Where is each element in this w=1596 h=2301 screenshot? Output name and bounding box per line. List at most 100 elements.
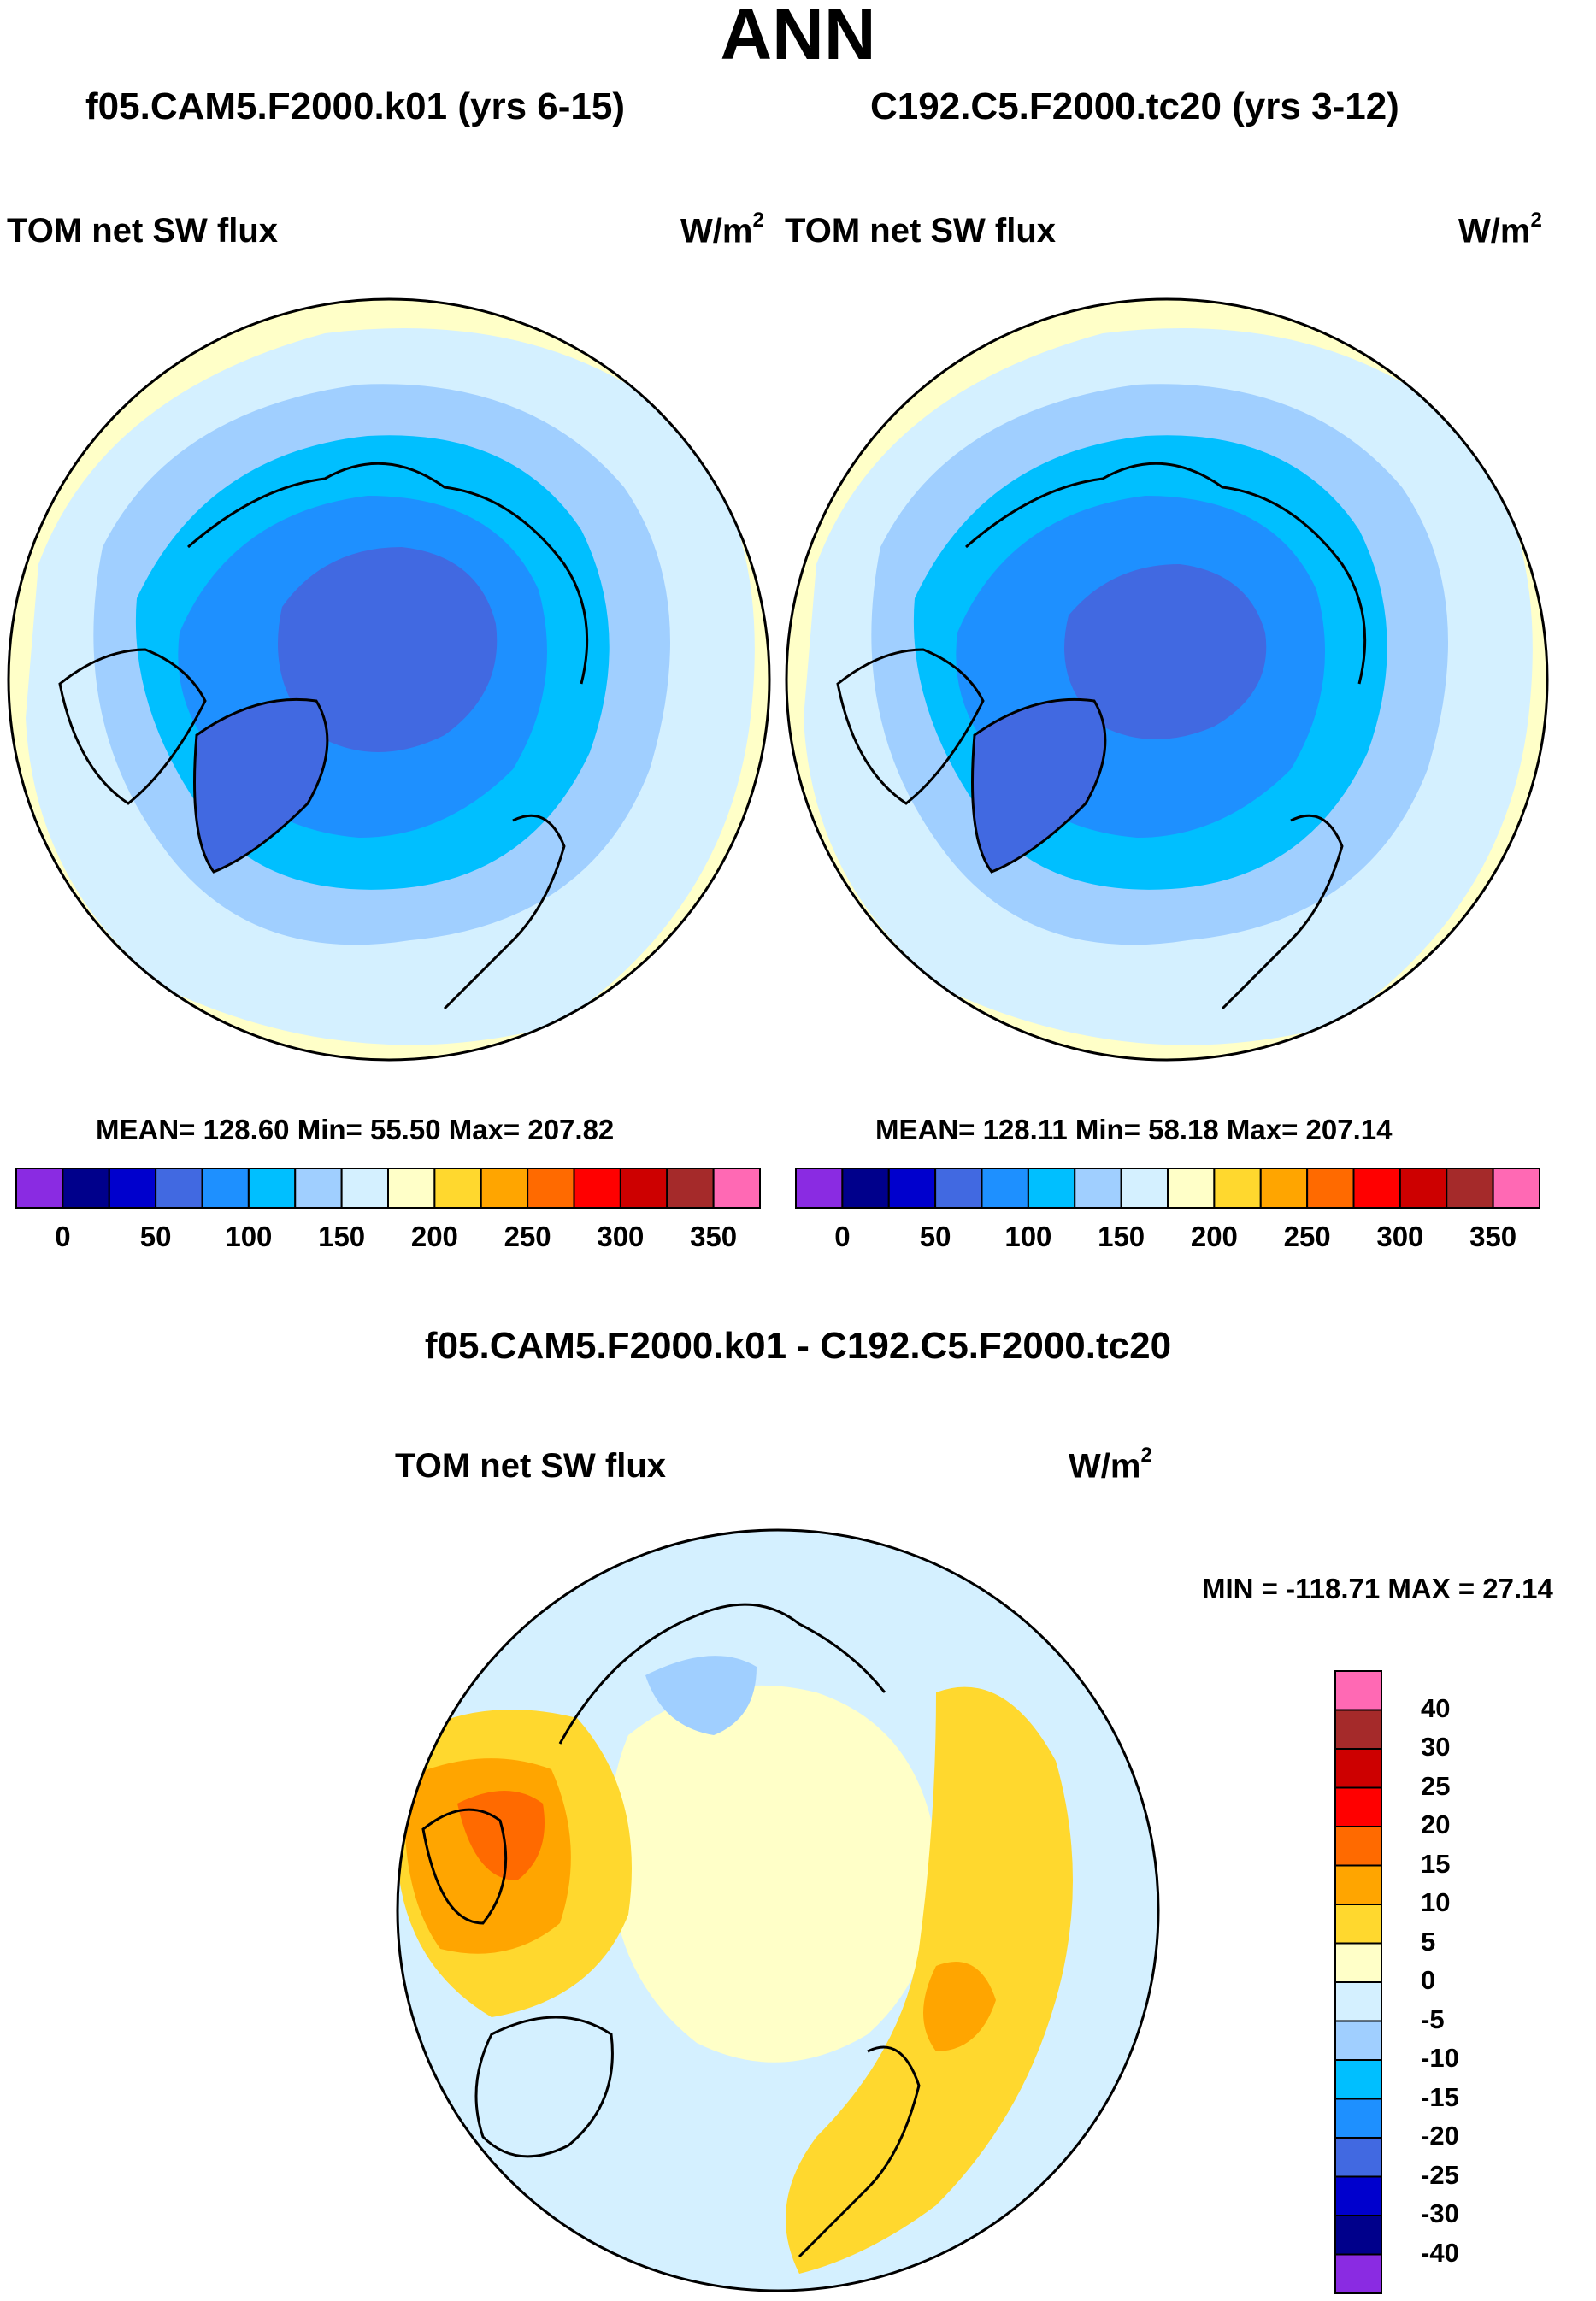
colorbar-tick-label: 350 <box>690 1221 738 1252</box>
map-2-coast-europe <box>1221 814 1344 1010</box>
colorbar-tick-label: 50 <box>919 1221 951 1252</box>
vertical-colorbar-swatch <box>1334 2059 1382 2100</box>
colorbar-tick-label: 0 <box>834 1221 851 1252</box>
main-title: ANN <box>720 0 876 74</box>
colorbar-tick-label: 150 <box>1098 1221 1145 1252</box>
panel-2-colorbar-ticks: 0 50 100 150 200 250 300 350 <box>796 1221 1540 1255</box>
colorbar-tick-label: 200 <box>410 1221 458 1252</box>
colorbar-swatch <box>712 1168 761 1209</box>
colorbar-swatch <box>527 1168 575 1209</box>
colorbar-swatch <box>981 1168 1029 1209</box>
vertical-colorbar-tick-label: -15 <box>1421 2081 1459 2112</box>
colorbar-tick-label: 350 <box>1469 1221 1517 1252</box>
colorbar-swatch <box>1399 1168 1448 1209</box>
colorbar-swatch <box>841 1168 890 1209</box>
panel-1-case-title: f05.CAM5.F2000.k01 (yrs 6-15) <box>85 85 625 127</box>
colorbar-tick-label: 0 <box>55 1221 71 1252</box>
vertical-colorbar-tick-label: -10 <box>1421 2043 1459 2073</box>
vertical-colorbar-tick-label: 15 <box>1421 1848 1451 1879</box>
vertical-colorbar-swatch <box>1334 1670 1382 1711</box>
diff-coast-europe <box>798 2045 921 2258</box>
colorbar-swatch <box>934 1168 983 1209</box>
vertical-colorbar-tick-label: 20 <box>1421 1810 1451 1839</box>
difference-variable-label: TOM net SW flux <box>395 1447 667 1485</box>
vertical-colorbar-tick-label: 40 <box>1421 1692 1451 1723</box>
vertical-colorbar-tick-label: -25 <box>1421 2159 1459 2190</box>
colorbar-swatch <box>294 1168 343 1209</box>
panel-1-polar-map <box>7 297 771 1062</box>
colorbar-tick-label: 250 <box>1283 1221 1331 1252</box>
map-2-coast-america <box>836 648 985 805</box>
map-2-coast-asia <box>965 462 1367 685</box>
vertical-colorbar-swatch <box>1334 2215 1382 2256</box>
panel-2-units: W/m2 <box>1458 209 1542 250</box>
difference-colorbar-ticks: 40 30 25 20 15 10 5 0 -5 -10 -15 -20 -25 -30 -40 <box>1421 1671 1523 2293</box>
vertical-colorbar-tick-label: 0 <box>1421 1965 1436 1995</box>
colorbar-swatch <box>619 1168 668 1209</box>
colorbar-tick-label: 250 <box>504 1221 551 1252</box>
vertical-colorbar-swatch <box>1334 2175 1382 2216</box>
map-1-core-field <box>278 547 498 752</box>
colorbar-swatch <box>666 1168 715 1209</box>
vertical-colorbar-tick-label: 5 <box>1421 1926 1436 1957</box>
vertical-colorbar-swatch <box>1334 2253 1382 2294</box>
colorbar-swatch <box>1027 1168 1076 1209</box>
panel-1-stats: MEAN= 128.60 Min= 55.50 Max= 207.82 <box>96 1114 615 1145</box>
colorbar-swatch <box>1259 1168 1309 1209</box>
vertical-colorbar-swatch <box>1334 1864 1382 1905</box>
vertical-colorbar-tick-label: 10 <box>1421 1887 1451 1917</box>
colorbar-swatch <box>108 1168 157 1209</box>
vertical-colorbar-swatch <box>1334 1748 1382 1789</box>
map-1-coast-europe <box>443 814 566 1010</box>
difference-units: W/m2 <box>1069 1444 1152 1486</box>
map-1-coast-asia <box>187 462 589 685</box>
colorbar-swatch <box>887 1168 937 1209</box>
vertical-colorbar-swatch <box>1334 1709 1382 1750</box>
panel-2-colorbar <box>795 1168 1540 1209</box>
vertical-colorbar-tick-label: 25 <box>1421 1770 1451 1801</box>
colorbar-tick-label: 200 <box>1190 1221 1238 1252</box>
colorbar-swatch <box>340 1168 389 1209</box>
diff-east-yellow <box>786 1686 1073 2274</box>
panel-2-polar-map <box>785 297 1549 1062</box>
colorbar-swatch <box>1167 1168 1216 1209</box>
panel-1-colorbar <box>15 1168 761 1209</box>
diff-coast-america <box>421 1808 508 1925</box>
vertical-colorbar-swatch <box>1334 2137 1382 2178</box>
map-2-greenland <box>971 697 1107 874</box>
colorbar-swatch <box>1492 1168 1540 1209</box>
colorbar-swatch <box>1213 1168 1262 1209</box>
colorbar-swatch <box>201 1168 250 1209</box>
vertical-colorbar-swatch <box>1334 1904 1382 1945</box>
colorbar-tick-label: 150 <box>318 1221 366 1252</box>
colorbar-swatch <box>1306 1168 1355 1209</box>
colorbar-swatch <box>573 1168 621 1209</box>
colorbar-swatch <box>247 1168 297 1209</box>
colorbar-swatch <box>1352 1168 1401 1209</box>
colorbar-swatch <box>15 1168 64 1209</box>
vertical-colorbar-swatch <box>1334 1981 1382 2022</box>
diff-coast-asia <box>558 1603 886 1745</box>
vertical-colorbar-swatch <box>1334 1942 1382 1983</box>
panel-2-case-title: C192.C5.F2000.tc20 (yrs 3-12) <box>870 85 1399 127</box>
vertical-colorbar-tick-label: -20 <box>1421 2121 1459 2151</box>
colorbar-swatch <box>1074 1168 1122 1209</box>
diff-west-darkorange <box>457 1791 545 1880</box>
panel-2-stats: MEAN= 128.11 Min= 58.18 Max= 207.14 <box>875 1114 1393 1145</box>
difference-colorbar <box>1334 1670 1382 2294</box>
colorbar-swatch <box>1120 1168 1169 1209</box>
colorbar-tick-label: 100 <box>225 1221 273 1252</box>
map-1-coast-america <box>58 648 207 805</box>
colorbar-swatch <box>387 1168 436 1209</box>
panel-2-variable-label: TOM net SW flux <box>785 212 1057 250</box>
panel-1-variable-label: TOM net SW flux <box>7 212 279 250</box>
vertical-colorbar-swatch <box>1334 1826 1382 1867</box>
difference-minmax: MIN = -118.71 MAX = 27.14 <box>1202 1573 1553 1604</box>
vertical-colorbar-tick-label: -30 <box>1421 2198 1459 2228</box>
panel-1-units: W/m2 <box>680 209 764 250</box>
map-1-greenland <box>193 697 329 874</box>
vertical-colorbar-swatch <box>1334 2020 1382 2061</box>
colorbar-swatch <box>62 1168 110 1209</box>
diff-greenland <box>474 2016 614 2158</box>
colorbar-tick-label: 100 <box>1004 1221 1052 1252</box>
